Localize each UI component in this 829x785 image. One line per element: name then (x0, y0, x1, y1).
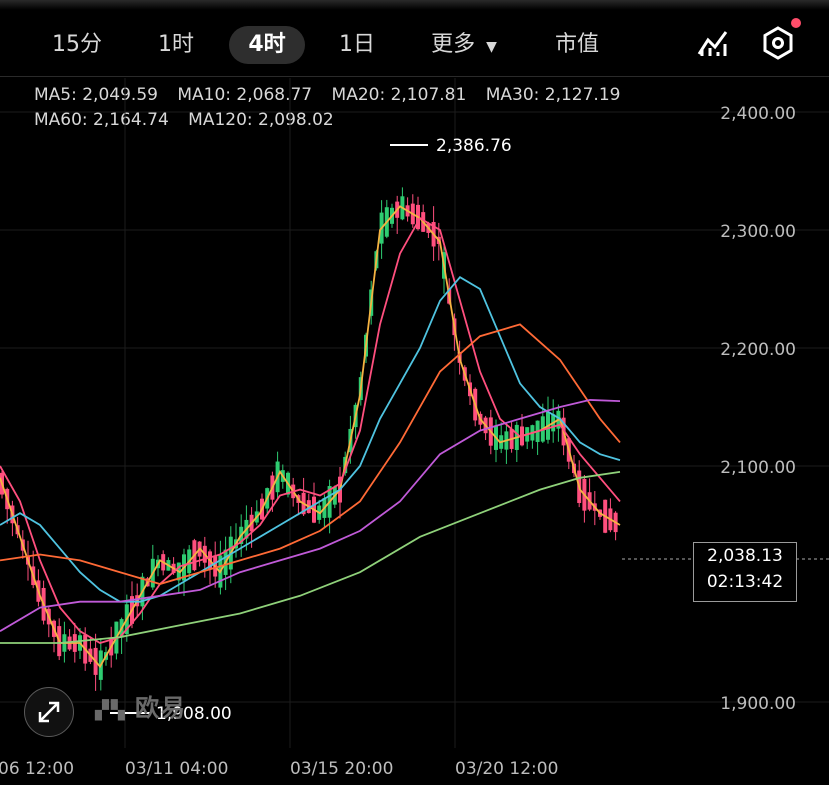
tab-15min[interactable]: 15分 (52, 32, 102, 57)
ma-line-ma30 (0, 323, 621, 585)
high-price-label: 2,386.76 (436, 136, 512, 156)
high-marker: 2,386.76 (390, 136, 512, 156)
chevron-down-icon: ▼ (486, 39, 497, 55)
low-price-label: 1,908.00 (156, 704, 232, 724)
ma-legend-row-1: MA5: 2,049.59 MA10: 2,068.77 MA20: 2,107… (34, 85, 634, 105)
hexagon-settings-icon[interactable] (760, 25, 796, 61)
x-tick-label: 03/20 12:00 (455, 759, 558, 779)
ma10-label: MA10: 2,068.77 (177, 85, 313, 105)
ma20-label: MA20: 2,107.81 (331, 85, 467, 105)
tab-4hour[interactable]: 4时 (229, 26, 305, 64)
fullscreen-button[interactable] (24, 687, 74, 737)
current-price: 2,038.13 (707, 546, 783, 566)
candles (0, 187, 618, 691)
x-axis: 06 12:00 03/11 04:00 03/15 20:00 03/20 12:0… (0, 759, 558, 779)
ma-lines (0, 205, 621, 669)
ma-line-ma20 (0, 276, 621, 603)
ma120-label: MA120: 2,098.02 (188, 110, 334, 130)
y-axis: 2,400.00 2,300.00 2,200.00 2,100.00 1,900.00 (720, 104, 796, 714)
tab-more-label: 更多 (431, 32, 476, 57)
ma-legend-row-2: MA60: 2,164.74 MA120: 2,098.02 (34, 110, 348, 130)
tab-1day[interactable]: 1日 (339, 32, 375, 57)
ma60-label: MA60: 2,164.74 (34, 110, 169, 130)
watermark-mark-icon: ▞▚ (95, 700, 135, 721)
x-tick-label: 06 12:00 (0, 759, 74, 779)
notification-dot (791, 18, 801, 28)
y-tick-label: 2,200.00 (720, 340, 796, 360)
ma5-label: MA5: 2,049.59 (34, 85, 158, 105)
y-tick-label: 2,400.00 (720, 104, 796, 124)
watermark-text: 欧易 (134, 694, 187, 722)
tab-1hour[interactable]: 1时 (158, 32, 194, 57)
current-price-tag: 2,038.13 02:13:42 (693, 542, 797, 602)
ma-line-ma60 (0, 399, 621, 632)
ma-line-ma120 (0, 471, 621, 644)
x-tick-label: 03/15 20:00 (290, 759, 393, 779)
ma-line-ma10 (0, 216, 621, 644)
expand-icon (38, 701, 60, 723)
ma30-label: MA30: 2,127.19 (485, 85, 621, 105)
chart-grid (0, 78, 829, 748)
tabs-divider (0, 76, 829, 77)
interval-tabs: 15分 1时 4时 1日 更多 ▼ 市值 (0, 12, 829, 76)
y-tick-label: 2,300.00 (720, 222, 796, 242)
low-marker: 1,908.00 (110, 704, 232, 724)
candle-countdown: 02:13:42 (706, 572, 784, 592)
y-tick-label: 2,100.00 (720, 458, 796, 478)
tab-market-cap[interactable]: 市值 (554, 32, 599, 57)
chart-indicator-icon[interactable] (696, 26, 730, 60)
tab-more[interactable]: 更多 ▼ (420, 26, 508, 64)
y-tick-label: 1,900.00 (720, 694, 796, 714)
candlestick-chart[interactable]: 2,400.00 2,300.00 2,200.00 2,100.00 1,900.00… (0, 78, 829, 785)
status-strip (0, 0, 829, 10)
x-tick-label: 03/11 04:00 (125, 759, 228, 779)
watermark-logo: ▞▚ 欧易 (95, 688, 187, 723)
